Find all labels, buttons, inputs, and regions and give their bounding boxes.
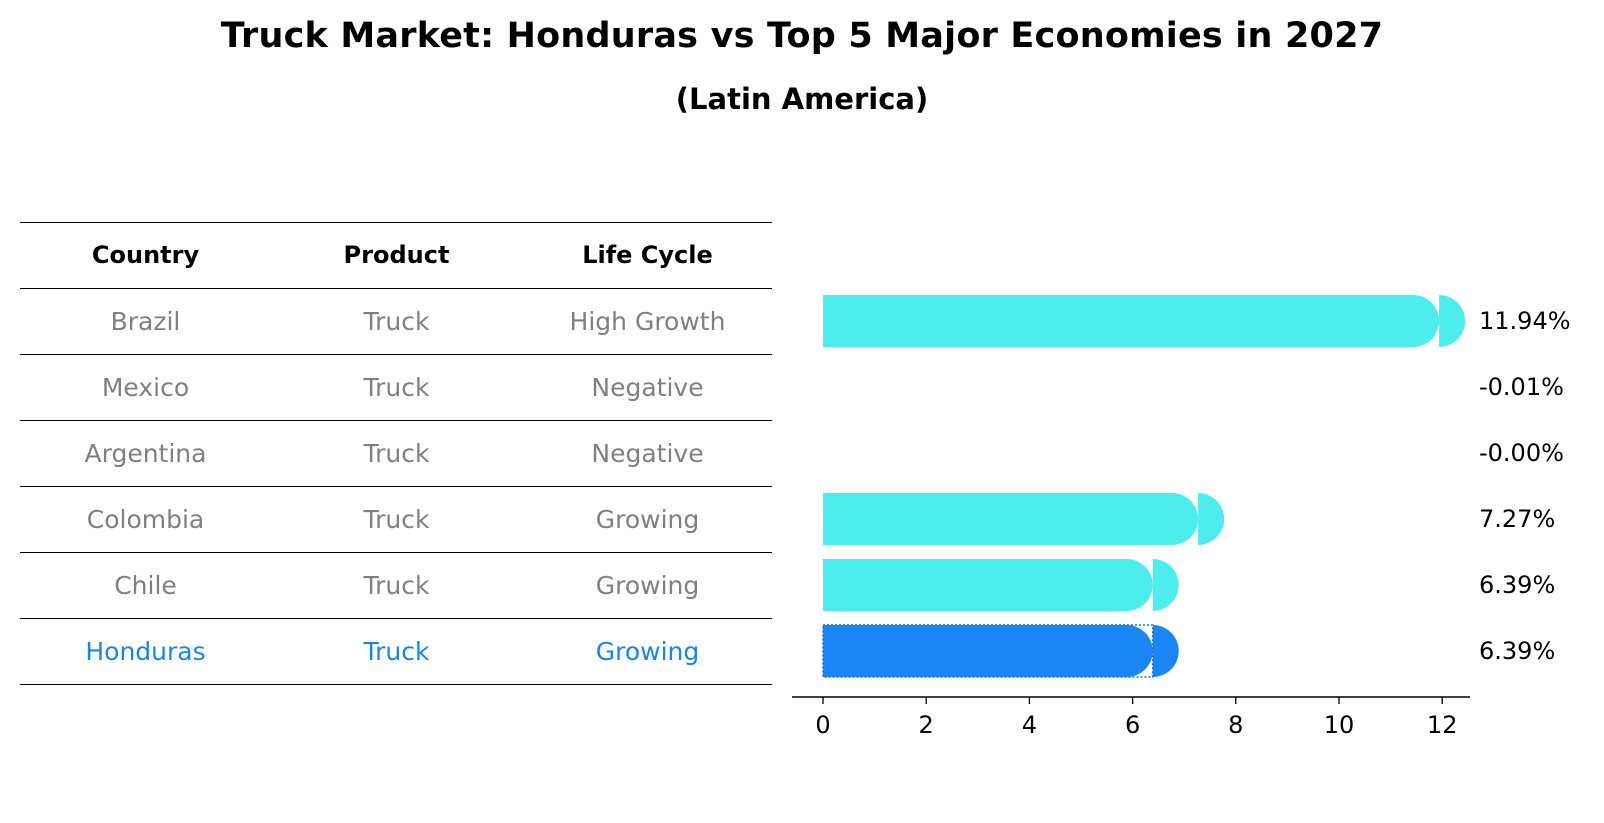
bar-cap-colombia [1198, 493, 1225, 545]
cell-country: Honduras [85, 636, 206, 666]
cell-life-cycle: Negative [591, 372, 704, 402]
table-row-argentina: Argentina Truck Negative [20, 420, 772, 486]
bar-value-label: 6.39% [1479, 637, 1555, 665]
table-rule [20, 222, 772, 223]
table-rule [20, 618, 772, 619]
bar-value-label: -0.01% [1479, 373, 1564, 401]
chart-title: Truck Market: Honduras vs Top 5 Major Ec… [220, 16, 1384, 56]
bar-chile [823, 559, 1153, 611]
table-rule [20, 420, 772, 421]
cell-product: Truck [363, 570, 430, 600]
x-tick-label: 6 [1125, 711, 1140, 739]
cell-country: Argentina [84, 438, 207, 468]
bar-highlight-outline [822, 624, 1154, 678]
table-rule [20, 288, 772, 289]
cell-product: Truck [363, 438, 430, 468]
bar-brazil [823, 295, 1440, 347]
cell-life-cycle: Growing [595, 570, 700, 600]
table-rule [20, 552, 772, 553]
bar-cap-honduras [1152, 625, 1179, 677]
header-country: Country [91, 241, 200, 269]
table-rule [20, 486, 772, 487]
cell-product: Truck [363, 636, 430, 666]
cell-country: Chile [114, 570, 177, 600]
table-rule [20, 684, 772, 685]
chart-subtitle: (Latin America) [675, 82, 929, 116]
x-tick-label: 8 [1228, 711, 1243, 739]
cell-country: Mexico [101, 372, 190, 402]
cell-life-cycle: Growing [595, 504, 700, 534]
x-tick-label: 4 [1022, 711, 1037, 739]
table-row-colombia: Colombia Truck Growing [20, 486, 772, 552]
cell-country: Colombia [86, 504, 205, 534]
cell-product: Truck [363, 306, 430, 336]
bar-value-label: 11.94% [1479, 307, 1571, 335]
bar-cap-brazil [1439, 295, 1466, 347]
table-row-honduras: Honduras Truck Growing [20, 618, 772, 684]
x-tick-label: 12 [1427, 711, 1458, 739]
bar-value-label: 7.27% [1479, 505, 1555, 533]
header-product: Product [343, 241, 450, 269]
bar-value-label: -0.00% [1479, 439, 1564, 467]
cell-product: Truck [363, 372, 430, 402]
cell-life-cycle: Negative [591, 438, 704, 468]
table-row-mexico: Mexico Truck Negative [20, 354, 772, 420]
table-header-row: Country Product Life Cycle [20, 222, 772, 288]
table-row-chile: Chile Truck Growing [20, 552, 772, 618]
x-tick-label: 0 [815, 711, 830, 739]
cell-life-cycle: Growing [595, 636, 700, 666]
bar-honduras [823, 625, 1153, 677]
cell-country: Brazil [110, 306, 181, 336]
bar-colombia [823, 493, 1199, 545]
table-rule [20, 354, 772, 355]
header-life-cycle: Life Cycle [582, 241, 713, 269]
bar-cap-chile [1152, 559, 1179, 611]
x-tick-label: 2 [919, 711, 934, 739]
cell-product: Truck [363, 504, 430, 534]
x-tick-label: 10 [1324, 711, 1355, 739]
bar-value-label: 6.39% [1479, 571, 1555, 599]
cell-life-cycle: High Growth [569, 306, 726, 336]
table-row-brazil: Brazil Truck High Growth [20, 288, 772, 354]
